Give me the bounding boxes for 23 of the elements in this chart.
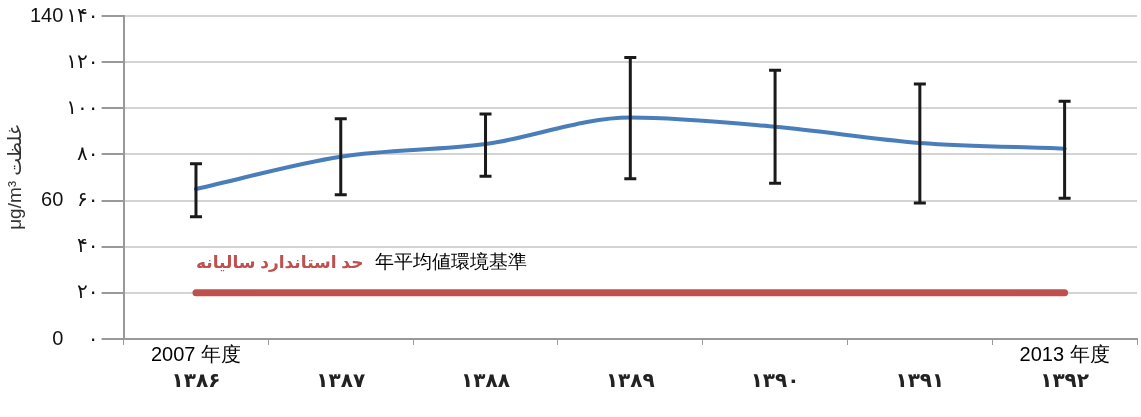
x-tick-label: ۱۳۸۷ bbox=[316, 368, 366, 391]
y-tick-label: ۱۴۰ bbox=[66, 3, 99, 26]
y-tick-label: ۱۲۰ bbox=[66, 49, 99, 72]
x-tick-label: ۱۳۸۶ bbox=[171, 368, 221, 391]
y2-tick-label: 140 bbox=[29, 3, 64, 26]
text: 2013 年度 bbox=[1019, 342, 1110, 365]
x-tick-label: ۱۳۹۲ bbox=[1040, 368, 1090, 391]
x-tick-label: ۱۳۹۱ bbox=[895, 368, 945, 391]
text: 2007 年度 bbox=[150, 342, 242, 365]
y-tick-label: ۴۰ bbox=[77, 234, 99, 257]
x-tick-label: ۱۳۸۹ bbox=[605, 368, 655, 391]
y2-tick-label: 60 bbox=[41, 188, 64, 211]
y-tick-label: ۱۰۰ bbox=[66, 95, 99, 118]
y2-tick-label: 0 bbox=[52, 326, 64, 349]
y2-axis-title: μg/m³ غلظت bbox=[4, 125, 26, 230]
x-tick-label: ۱۳۸۸ bbox=[461, 368, 510, 391]
y-tick-label: ۶۰ bbox=[77, 188, 99, 211]
y-tick-label: ۲۰ bbox=[77, 280, 99, 303]
y-tick-label: ۸۰ bbox=[77, 141, 99, 164]
y-tick-label: ۰ bbox=[87, 326, 99, 349]
x-tick-label: ۱۳۹۰ bbox=[750, 368, 800, 391]
ref-line-label: حد استاندارد سالیانه bbox=[195, 252, 364, 272]
annotation: 年平均値環境基準 bbox=[375, 251, 528, 273]
